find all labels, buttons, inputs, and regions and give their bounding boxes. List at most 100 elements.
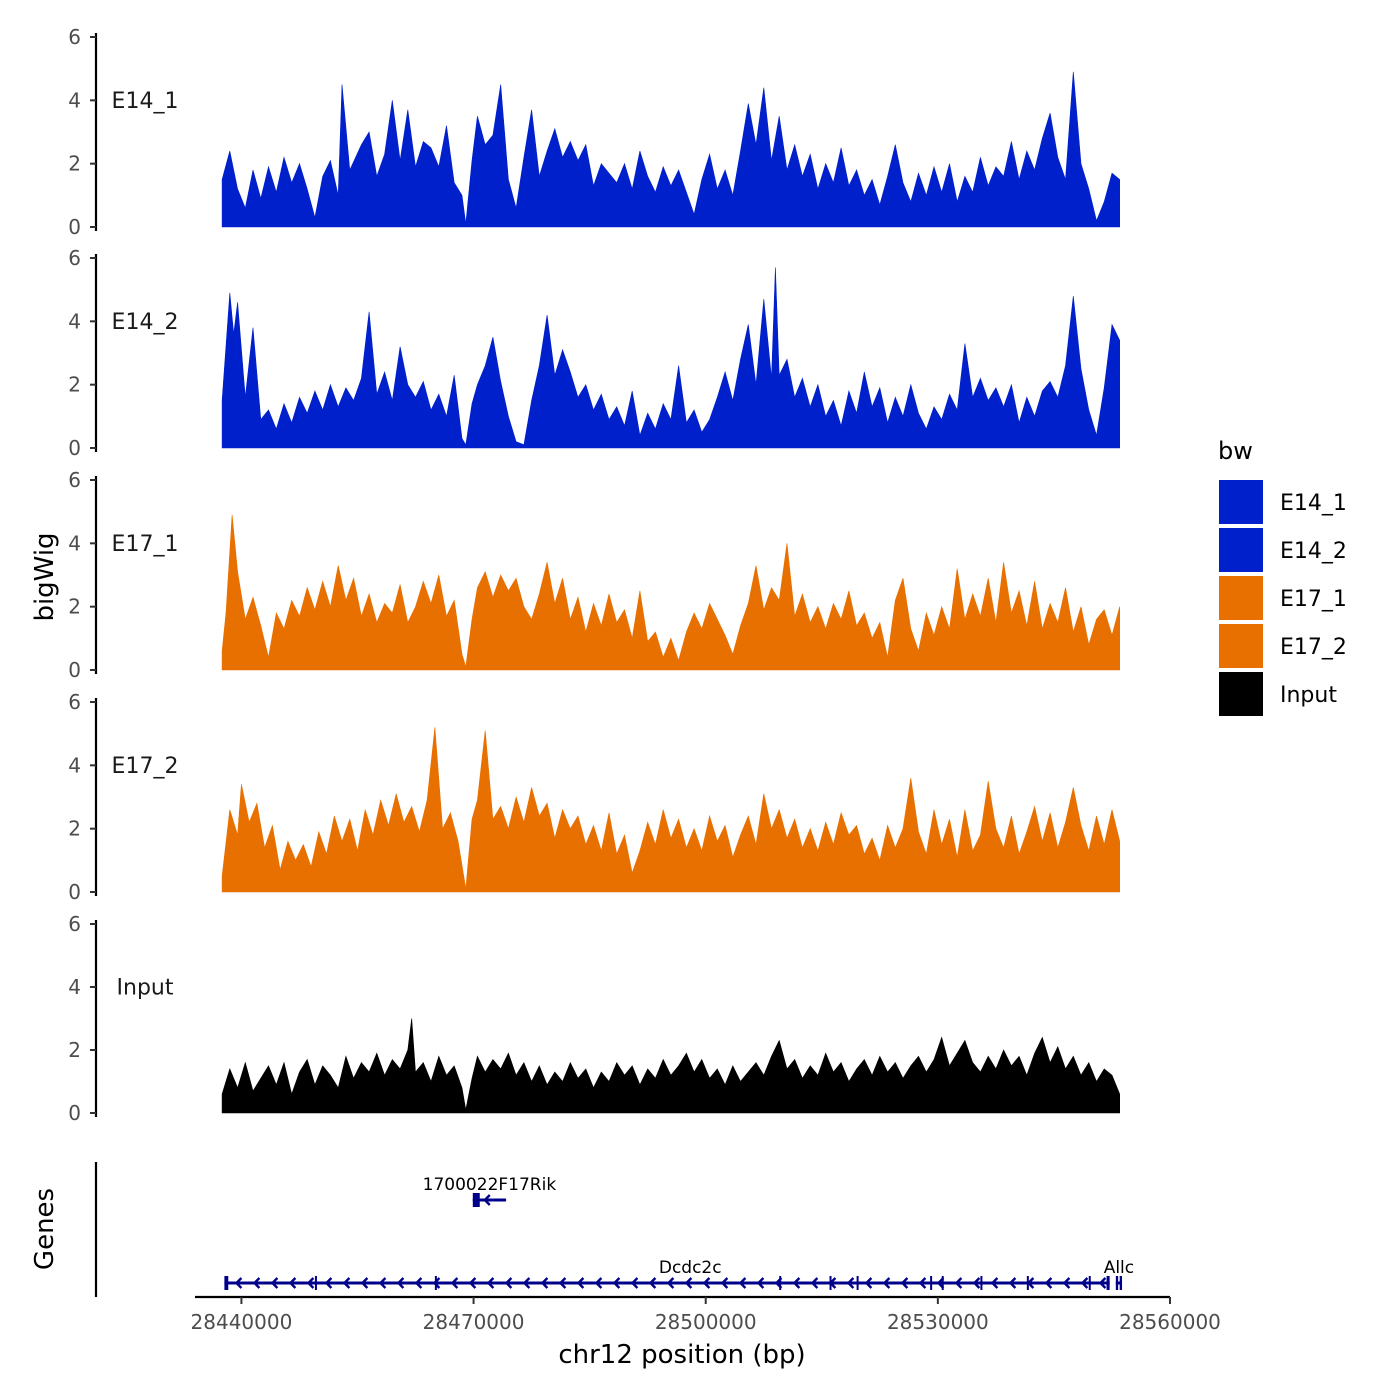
y-tick-label: 4: [68, 309, 81, 333]
strand-arrow: [720, 1277, 729, 1289]
y-tick-label: 0: [68, 880, 81, 904]
strand-arrow: [414, 1277, 423, 1289]
strand-arrow: [684, 1277, 693, 1289]
y-tick-label: 4: [68, 975, 81, 999]
x-tick-label: 28560000: [1119, 1310, 1221, 1334]
strand-arrow: [1008, 1277, 1017, 1289]
y-tick-label: 6: [68, 246, 81, 270]
strand-arrow: [864, 1277, 873, 1289]
coverage-area-e17-1: [221, 514, 1120, 671]
y-tick-label: 0: [68, 215, 81, 239]
y-tick-label: 2: [68, 152, 81, 176]
strand-arrow: [342, 1277, 351, 1289]
y-tick-label: 0: [68, 658, 81, 682]
exon: [1026, 1276, 1029, 1290]
gene-1700022f17rik: 1700022F17Rik: [423, 1175, 557, 1207]
gene-label: Allc: [1104, 1258, 1134, 1278]
exon: [1088, 1276, 1091, 1290]
y-tick-label: 6: [68, 468, 81, 492]
legend-title: bw: [1218, 437, 1253, 465]
strand-arrow: [990, 1277, 999, 1289]
coverage-area-input: [221, 1018, 1120, 1114]
exon: [930, 1276, 933, 1290]
y-tick-label: 0: [68, 1101, 81, 1125]
exon: [829, 1276, 832, 1290]
strand-arrow: [666, 1277, 675, 1289]
strand-arrow: [450, 1277, 459, 1289]
strand-arrow: [1098, 1277, 1107, 1289]
coverage-area-e14-2: [221, 267, 1120, 449]
gene-dcdc2c: Dcdc2c: [224, 1258, 1110, 1290]
track-e17-1: 0 2 4 6 E17_1: [68, 468, 1120, 682]
strand-arrow: [540, 1277, 549, 1289]
track-input: 0 2 4 6 Input: [68, 912, 1120, 1125]
legend-swatch: [1219, 528, 1263, 572]
strand-arrow: [378, 1277, 387, 1289]
x-tick-label: 28500000: [655, 1310, 757, 1334]
legend-item-e17-2: E17_2: [1219, 624, 1347, 668]
strand-arrow: [558, 1277, 567, 1289]
genes-axis-title: Genes: [30, 1188, 60, 1270]
exon: [224, 1276, 229, 1290]
strand-arrow: [810, 1277, 819, 1289]
exon: [1115, 1276, 1119, 1290]
gene-allc: Allc: [1104, 1258, 1134, 1290]
strand-arrow: [288, 1277, 297, 1289]
exon: [434, 1276, 437, 1290]
strand-arrow: [630, 1277, 639, 1289]
strand-arrow: [594, 1277, 603, 1289]
y-axis-title: bigWig: [30, 532, 60, 621]
strand-arrow: [396, 1277, 405, 1289]
gene-label: 1700022F17Rik: [423, 1175, 557, 1195]
legend-item-input: Input: [1219, 672, 1337, 716]
exon: [1106, 1276, 1110, 1290]
legend-item-e17-1: E17_1: [1219, 576, 1347, 620]
strand-arrow: [792, 1277, 801, 1289]
exon: [472, 1193, 480, 1207]
y-tick-label: 2: [68, 817, 81, 841]
x-tick-label: 28440000: [191, 1310, 293, 1334]
strand-arrow: [324, 1277, 333, 1289]
strand-arrow: [576, 1277, 585, 1289]
track-e17-2: 0 2 4 6 E17_2: [68, 690, 1120, 904]
strand-arrow: [483, 1194, 491, 1206]
x-axis: 28440000 28470000 28500000 28530000 28560000…: [191, 1295, 1221, 1370]
exon: [941, 1276, 944, 1290]
coverage-area-e14-1: [221, 71, 1120, 228]
legend-item-e14-1: E14_1: [1219, 480, 1347, 524]
strand-arrow: [360, 1277, 369, 1289]
exon: [1119, 1276, 1123, 1290]
strand-arrow: [1080, 1277, 1089, 1289]
legend-label: E14_1: [1280, 491, 1347, 516]
y-tick-label: 2: [68, 373, 81, 397]
strand-arrow: [882, 1277, 891, 1289]
y-tick-label: 4: [68, 88, 81, 112]
exon: [779, 1276, 782, 1290]
track-label: E17_2: [112, 754, 179, 779]
track-e14-2: 0 2 4 6 E14_2: [68, 246, 1120, 460]
strand-arrow: [918, 1277, 927, 1289]
legend-item-e14-2: E14_2: [1219, 528, 1347, 572]
strand-arrow: [756, 1277, 765, 1289]
legend-label: Input: [1280, 683, 1337, 708]
strand-arrow: [486, 1277, 495, 1289]
strand-arrow: [1062, 1277, 1071, 1289]
strand-arrow: [612, 1277, 621, 1289]
strand-arrow: [504, 1277, 513, 1289]
y-tick-label: 6: [68, 690, 81, 714]
strand-arrow: [306, 1277, 315, 1289]
track-label: E14_2: [112, 310, 179, 335]
y-tick-label: 2: [68, 1038, 81, 1062]
y-tick-label: 4: [68, 753, 81, 777]
strand-arrow: [972, 1277, 981, 1289]
y-tick-label: 4: [68, 531, 81, 555]
legend-swatch: [1219, 624, 1263, 668]
legend-swatch: [1219, 576, 1263, 620]
strand-arrow: [234, 1277, 243, 1289]
exon: [856, 1276, 859, 1290]
legend-swatch: [1219, 672, 1263, 716]
legend-label: E17_2: [1280, 635, 1347, 660]
coverage-tracks: 0 2 4 6 E14_1 0 2 4 6 E14_2 0 2 4 6 E17_1 0 2 4 6 E17_2 0 2 4 6…: [68, 25, 1120, 1125]
strand-arrow: [738, 1277, 747, 1289]
